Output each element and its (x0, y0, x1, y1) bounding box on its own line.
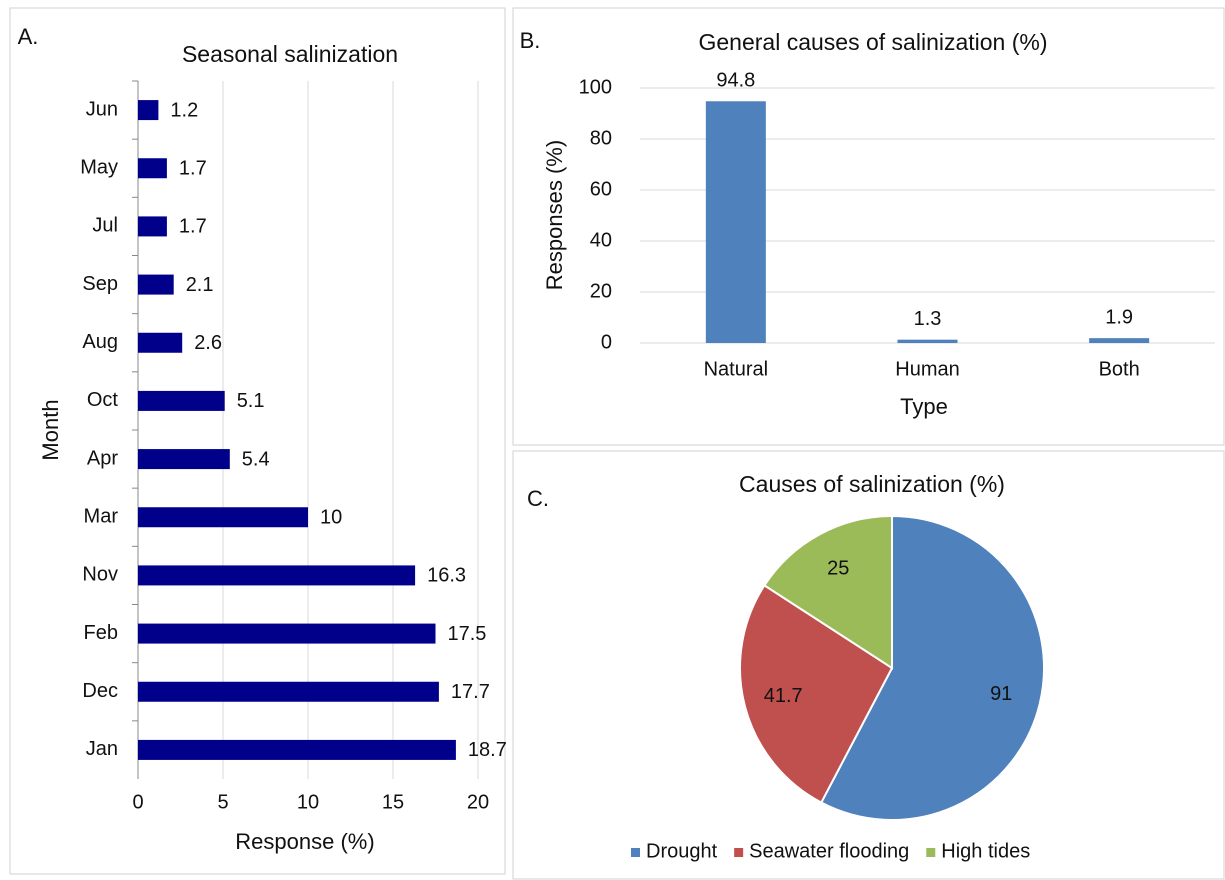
y-tick-label: Aug (82, 331, 118, 353)
x-tick-label: 5 (217, 791, 228, 813)
y-tick-label: 0 (601, 331, 612, 353)
y-tick-label: 100 (579, 76, 612, 98)
y-tick-label: Dec (82, 680, 118, 702)
x-tick-label: 15 (382, 791, 404, 813)
panel-frame (9, 7, 506, 875)
bar (138, 739, 456, 760)
bar (138, 274, 174, 295)
panel-label: C. (527, 486, 549, 511)
value-label: 1.3 (914, 308, 942, 330)
panel-frame (512, 7, 1225, 446)
x-tick-label: Human (895, 358, 959, 380)
y-tick-label: Apr (87, 447, 118, 469)
bar (897, 339, 958, 343)
legend-swatch (734, 848, 744, 857)
legend-swatch (631, 848, 640, 857)
x-tick-label: Both (1099, 358, 1140, 380)
bar (138, 449, 230, 470)
legend-label: Drought (646, 840, 718, 862)
value-label: 94.8 (716, 70, 755, 92)
y-tick-label: Feb (84, 622, 118, 644)
y-tick-label: Nov (82, 564, 118, 586)
value-label: 2.1 (186, 274, 214, 296)
value-label: 1.2 (170, 99, 198, 121)
value-label: 1.7 (179, 158, 207, 180)
panel-frame (512, 450, 1225, 880)
y-tick-label: Mar (84, 506, 119, 528)
value-label: 10 (320, 507, 342, 529)
bar (138, 216, 167, 237)
x-tick-label: 0 (132, 791, 143, 813)
pie-slice (739, 583, 894, 804)
value-label: 5.4 (242, 448, 270, 470)
y-tick-label: 80 (590, 127, 612, 149)
y-tick-label: Oct (87, 389, 119, 411)
value-label: 1.9 (1105, 306, 1133, 328)
legend-label: High tides (941, 840, 1030, 862)
y-tick-label: May (80, 157, 118, 179)
value-label: 17.7 (451, 681, 490, 703)
bar (138, 158, 167, 179)
y-tick-label: Jan (86, 738, 118, 760)
bar (138, 623, 436, 644)
chart-title: General causes of salinization (%) (699, 29, 1048, 55)
value-label: 91 (990, 683, 1012, 705)
y-tick-label: Jul (92, 215, 118, 237)
legend-swatch (926, 848, 936, 857)
bar (1089, 338, 1150, 343)
bar (138, 565, 416, 586)
pie-slice (763, 514, 893, 670)
bar (138, 681, 439, 702)
panel-label: B. (520, 28, 541, 53)
bar (138, 507, 308, 528)
value-label: 16.3 (427, 565, 466, 587)
y-tick-label: Jun (86, 98, 118, 120)
y-tick-label: Sep (82, 273, 118, 295)
value-label: 41.7 (764, 685, 803, 707)
value-label: 17.5 (448, 623, 487, 645)
chart-title: Causes of salinization (%) (739, 471, 1005, 497)
x-tick-label: 20 (467, 791, 489, 813)
pie-slice (819, 514, 1045, 821)
y-tick-label: 40 (590, 229, 612, 251)
panel-label: A. (18, 24, 39, 49)
x-tick-label: 10 (297, 791, 319, 813)
value-label: 25 (827, 557, 849, 579)
y-tick-label: 60 (590, 178, 612, 200)
y-tick-label: 20 (590, 280, 612, 302)
y-axis-title: Month (38, 399, 63, 460)
value-label: 5.1 (237, 390, 265, 412)
chart-title: Seasonal salinization (182, 41, 398, 67)
value-label: 1.7 (179, 216, 207, 238)
value-label: 2.6 (194, 332, 222, 354)
bar (138, 100, 159, 121)
y-axis-title: Responses (%) (542, 140, 567, 290)
bar (138, 332, 183, 353)
value-label: 18.7 (468, 739, 507, 761)
x-tick-label: Natural (704, 358, 768, 380)
x-axis-title: Type (900, 394, 948, 419)
x-axis-title: Response (%) (235, 829, 374, 854)
legend-label: Seawater flooding (749, 840, 909, 862)
bar (705, 101, 766, 343)
bar (138, 390, 225, 411)
